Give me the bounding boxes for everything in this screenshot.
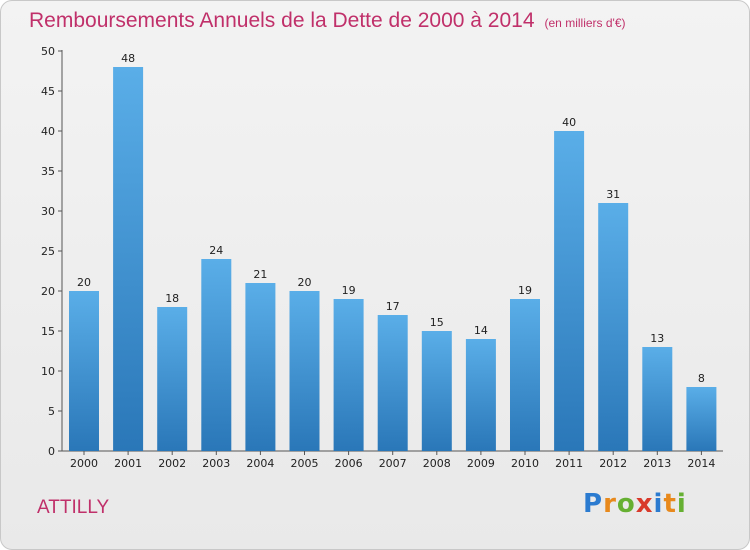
bar-2011: [554, 131, 585, 451]
y-tick-label: 30: [41, 205, 55, 218]
x-tick-label-2004: 2004: [246, 457, 274, 470]
y-tick-label: 35: [41, 165, 55, 178]
logo-letter: o: [616, 489, 636, 519]
y-tick-label: 15: [41, 325, 55, 338]
bar-2008: [421, 331, 452, 451]
title-text: Remboursements Annuels de la Dette de 20…: [29, 9, 535, 32]
data-label-2004: 21: [253, 268, 267, 281]
data-label-2010: 19: [518, 284, 532, 297]
x-tick-label-2002: 2002: [158, 457, 186, 470]
bar-2000: [69, 291, 99, 451]
data-label-2002: 18: [165, 292, 179, 305]
bar-2009: [465, 339, 496, 451]
bar-2014: [686, 387, 717, 451]
x-tick-label-2008: 2008: [423, 457, 451, 470]
data-label-2012: 31: [606, 188, 620, 201]
y-tick-label: 5: [48, 405, 55, 418]
bar-2002: [157, 307, 188, 451]
data-label-2003: 24: [209, 244, 223, 257]
bar-2004: [245, 283, 276, 451]
logo-letter: i: [653, 489, 664, 519]
x-tick-label-2010: 2010: [511, 457, 539, 470]
y-tick-label: 45: [41, 85, 55, 98]
x-tick-label-2012: 2012: [599, 457, 627, 470]
logo-letter: r: [603, 489, 617, 519]
data-label-2005: 20: [298, 276, 312, 289]
x-tick-label-2007: 2007: [379, 457, 407, 470]
data-label-2006: 19: [342, 284, 356, 297]
data-label-2014: 8: [698, 372, 705, 385]
data-label-2001: 48: [121, 52, 135, 65]
x-tick-label-2009: 2009: [467, 457, 495, 470]
bar-2013: [642, 347, 673, 451]
unit-note: (en milliers d'€): [544, 16, 626, 30]
bar-2007: [377, 315, 408, 451]
bar-2010: [510, 299, 540, 451]
x-tick-label-2006: 2006: [335, 457, 363, 470]
data-label-2011: 40: [562, 116, 576, 129]
x-tick-label-2011: 2011: [555, 457, 583, 470]
bar-2006: [333, 299, 364, 451]
x-tick-label-2005: 2005: [291, 457, 319, 470]
commune-name: ATTILLY: [37, 497, 110, 518]
y-tick-label: 20: [41, 285, 55, 298]
x-tick-label-2013: 2013: [643, 457, 671, 470]
data-label-2013: 13: [650, 332, 664, 345]
bar-2001: [113, 67, 144, 451]
chart-title: Remboursements Annuels de la Dette de 20…: [29, 9, 626, 33]
data-label-2000: 20: [77, 276, 91, 289]
y-tick-label: 0: [48, 445, 55, 458]
y-tick-label: 25: [41, 245, 55, 258]
y-tick-label: 40: [41, 125, 55, 138]
logo-letter: P: [583, 489, 604, 519]
logo-letter: i: [676, 489, 687, 519]
logo-letter: t: [663, 489, 677, 519]
data-label-2009: 14: [474, 324, 488, 337]
data-label-2008: 15: [430, 316, 444, 329]
bar-2012: [598, 203, 629, 451]
data-label-2007: 17: [386, 300, 400, 313]
y-tick-label: 10: [41, 365, 55, 378]
x-tick-label-2001: 2001: [114, 457, 142, 470]
x-tick-label-2003: 2003: [202, 457, 230, 470]
x-tick-label-2000: 2000: [70, 457, 98, 470]
y-tick-label: 50: [41, 45, 55, 58]
x-tick-label-2014: 2014: [687, 457, 715, 470]
proxiti-logo[interactable]: Proxiti: [583, 489, 687, 519]
bar-2005: [289, 291, 320, 451]
bar-2003: [201, 259, 232, 451]
logo-letter: x: [635, 489, 654, 519]
